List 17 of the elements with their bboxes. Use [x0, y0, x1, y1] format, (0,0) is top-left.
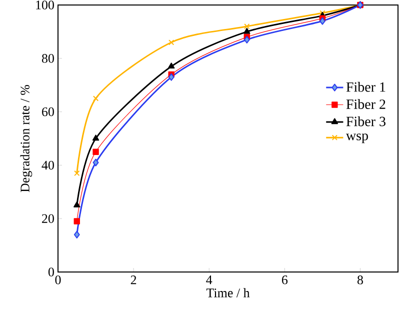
x-tick-label: 8: [357, 276, 363, 284]
y-tick-label: 60: [42, 107, 54, 116]
x-tick-label: 4: [206, 276, 212, 284]
y-tick-label: 0: [48, 268, 54, 276]
x-axis-title: Time / h: [206, 288, 250, 298]
x-tick-label: 2: [130, 276, 136, 284]
legend-label: Fiber 2: [346, 99, 386, 109]
y-tick-label: 40: [42, 160, 54, 170]
y-tick-label: 20: [42, 214, 54, 223]
legend-label: Fiber 1: [346, 82, 386, 92]
x-tick-label: 6: [282, 276, 288, 284]
y-tick-label: 80: [42, 54, 54, 63]
legend-label: Fiber 3: [346, 116, 386, 126]
legend-label: wsp: [346, 134, 368, 144]
y-tick-label: 100: [36, 0, 54, 10]
y-axis-title: Degradation rate / %: [20, 84, 32, 192]
x-tick-label: 0: [55, 276, 61, 284]
